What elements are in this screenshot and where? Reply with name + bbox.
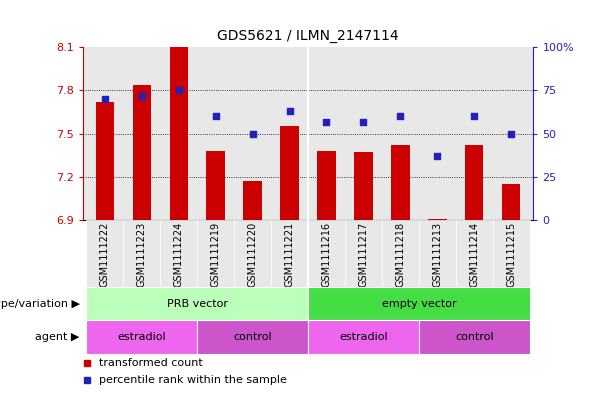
- Bar: [493, 220, 530, 287]
- Text: agent ▶: agent ▶: [36, 332, 80, 342]
- Bar: [419, 220, 455, 287]
- Text: GSM1111217: GSM1111217: [359, 221, 368, 286]
- Bar: [234, 220, 271, 287]
- Text: transformed count: transformed count: [99, 358, 202, 367]
- Bar: [170, 47, 188, 220]
- Bar: [86, 220, 123, 287]
- Bar: [391, 145, 409, 220]
- Bar: [308, 287, 530, 320]
- Bar: [345, 220, 382, 287]
- Bar: [197, 320, 308, 354]
- Bar: [354, 152, 373, 220]
- Text: empty vector: empty vector: [381, 299, 456, 309]
- Bar: [428, 219, 446, 220]
- Text: GSM1111214: GSM1111214: [469, 221, 479, 286]
- Text: estradiol: estradiol: [339, 332, 388, 342]
- Bar: [502, 184, 520, 220]
- Text: GSM1111215: GSM1111215: [506, 221, 516, 286]
- Bar: [465, 145, 484, 220]
- Text: GSM1111223: GSM1111223: [137, 221, 147, 286]
- Point: [284, 108, 294, 114]
- Point: [248, 130, 257, 137]
- Point: [322, 118, 332, 125]
- Bar: [207, 151, 225, 220]
- Bar: [419, 320, 530, 354]
- Bar: [197, 220, 234, 287]
- Point: [395, 113, 405, 119]
- Point: [432, 153, 442, 159]
- Text: GSM1111222: GSM1111222: [100, 221, 110, 287]
- Bar: [96, 102, 114, 220]
- Bar: [86, 320, 197, 354]
- Bar: [243, 181, 262, 220]
- Point: [174, 87, 184, 94]
- Bar: [280, 127, 299, 220]
- Bar: [132, 84, 151, 220]
- Bar: [86, 287, 308, 320]
- Text: GSM1111220: GSM1111220: [248, 221, 257, 286]
- Bar: [123, 220, 161, 287]
- Text: GSM1111213: GSM1111213: [432, 221, 443, 286]
- Point: [470, 113, 479, 119]
- Point: [211, 113, 221, 119]
- Text: control: control: [234, 332, 272, 342]
- Text: estradiol: estradiol: [118, 332, 166, 342]
- Point: [137, 92, 147, 99]
- Bar: [308, 220, 345, 287]
- Text: PRB vector: PRB vector: [167, 299, 228, 309]
- Text: GSM1111216: GSM1111216: [321, 221, 332, 286]
- Text: percentile rank within the sample: percentile rank within the sample: [99, 375, 286, 385]
- Point: [100, 96, 110, 102]
- Bar: [271, 220, 308, 287]
- Bar: [455, 220, 493, 287]
- Text: genotype/variation ▶: genotype/variation ▶: [0, 299, 80, 309]
- Bar: [308, 320, 419, 354]
- Bar: [161, 220, 197, 287]
- Text: GSM1111221: GSM1111221: [284, 221, 295, 286]
- Text: GSM1111219: GSM1111219: [211, 221, 221, 286]
- Text: GSM1111224: GSM1111224: [173, 221, 184, 286]
- Point: [506, 130, 516, 137]
- Point: [359, 118, 368, 125]
- Bar: [318, 151, 336, 220]
- Text: control: control: [455, 332, 493, 342]
- Bar: [382, 220, 419, 287]
- Text: GSM1111218: GSM1111218: [395, 221, 405, 286]
- Title: GDS5621 / ILMN_2147114: GDS5621 / ILMN_2147114: [217, 29, 399, 43]
